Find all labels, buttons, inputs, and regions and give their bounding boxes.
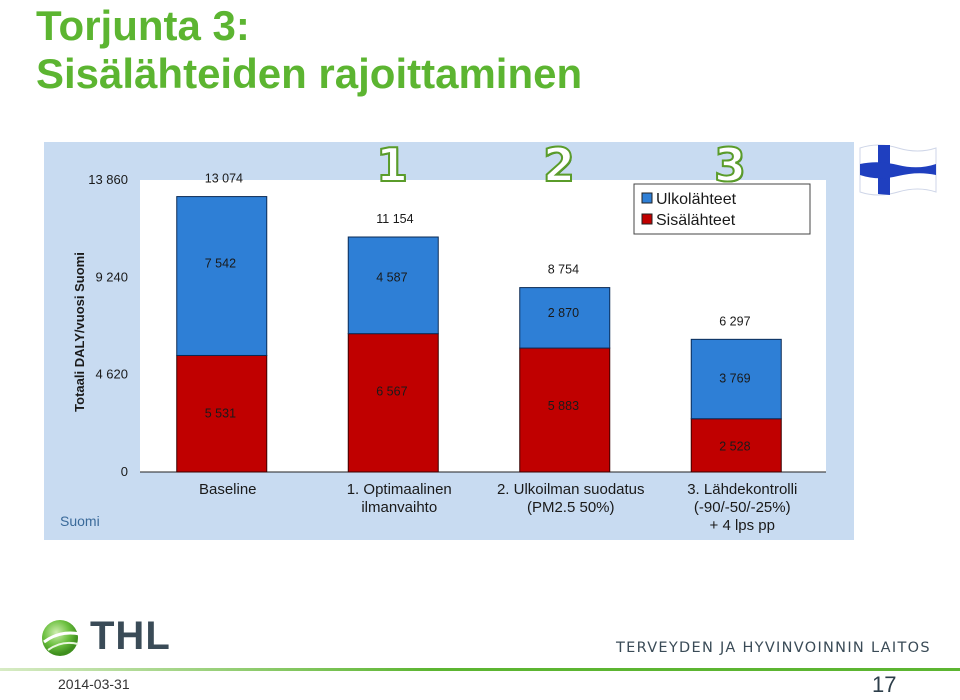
step-number-2: 2 — [542, 138, 576, 192]
y-tick-label: 4 620 — [95, 367, 128, 382]
chart-panel: 0 4 620 9 240 13 860 Totaali DALY/vuosi Suom… — [44, 142, 854, 540]
legend-box — [633, 183, 811, 235]
bar-sisalahteet — [690, 418, 782, 473]
stacked-bar-chart: 0 4 620 9 240 13 860 Totaali DALY/vuosi Suom… — [60, 172, 826, 534]
x-axis-label: Suomi — [60, 513, 100, 529]
legend-label: Sisälähteet — [656, 212, 736, 229]
x-tick-label: 1. Optimaalinen — [347, 481, 452, 498]
slide-title-line2: Sisälähteiden rajoittaminen — [36, 50, 583, 97]
y-tick-label: 0 — [121, 464, 128, 479]
legend-swatch — [641, 192, 653, 204]
y-axis-title: Totaali DALY/vuosi Suomi — [72, 252, 87, 412]
data-label-sisalahteet: 6 567 — [376, 385, 407, 399]
data-label-ulkolahteet: 7 542 — [205, 256, 236, 270]
data-label-sisalahteet: 5 883 — [548, 399, 579, 413]
finnish-flag-icon — [859, 144, 937, 196]
bar-ulkolahteet — [347, 236, 439, 335]
data-label-ulkolahteet: 2 870 — [548, 306, 579, 320]
data-label-ulkolahteet: 4 587 — [376, 271, 407, 285]
data-label-total: 8 754 — [548, 263, 579, 277]
bar-sisalahteet — [519, 347, 611, 473]
x-tick-label: Baseline — [199, 481, 257, 498]
footer-date: 2014-03-31 — [58, 676, 130, 692]
x-tick-label: 2. Ulkoilman suodatus — [497, 481, 645, 498]
data-label-total: 6 297 — [719, 314, 750, 328]
legend-swatch — [641, 213, 653, 225]
data-label-total: 11 154 — [376, 212, 413, 226]
footer-divider — [0, 668, 960, 671]
data-label-ulkolahteet: 3 769 — [719, 372, 750, 386]
legend-label: Ulkolähteet — [656, 191, 737, 208]
data-label-total: 13 074 — [205, 172, 243, 186]
x-tick-label: (-90/-50/-25%) — [694, 499, 791, 516]
bar-sisalahteet — [347, 333, 439, 473]
x-tick-label: 3. Lähdekontrolli — [687, 481, 797, 498]
bar-ulkolahteet — [519, 287, 611, 349]
y-tick-label: 9 240 — [95, 269, 128, 284]
bar-ulkolahteet — [176, 196, 268, 356]
page-number: 17 — [872, 672, 897, 697]
bar-sisalahteet — [176, 354, 268, 473]
x-tick-label: (PM2.5 50%) — [527, 499, 615, 516]
x-tick-label: ilmanvaihto — [361, 499, 437, 516]
thl-logo-text: THL — [90, 614, 171, 658]
slide-title: Torjunta 3: Sisälähteiden rajoittaminen — [36, 2, 582, 98]
data-label-sisalahteet: 5 531 — [205, 406, 236, 420]
thl-logo-icon — [42, 620, 81, 656]
step-number-3: 3 — [713, 138, 747, 192]
x-tick-label: + 4 lps pp — [710, 517, 775, 534]
y-tick-label: 13 860 — [88, 172, 128, 187]
slide-title-line1: Torjunta 3: — [36, 2, 250, 49]
bar-ulkolahteet — [690, 338, 782, 420]
organization-name: TERVEYDEN JA HYVINVOINNIN LAITOS — [616, 640, 931, 656]
data-label-sisalahteet: 2 528 — [719, 440, 750, 454]
step-number-1: 1 — [375, 138, 409, 192]
